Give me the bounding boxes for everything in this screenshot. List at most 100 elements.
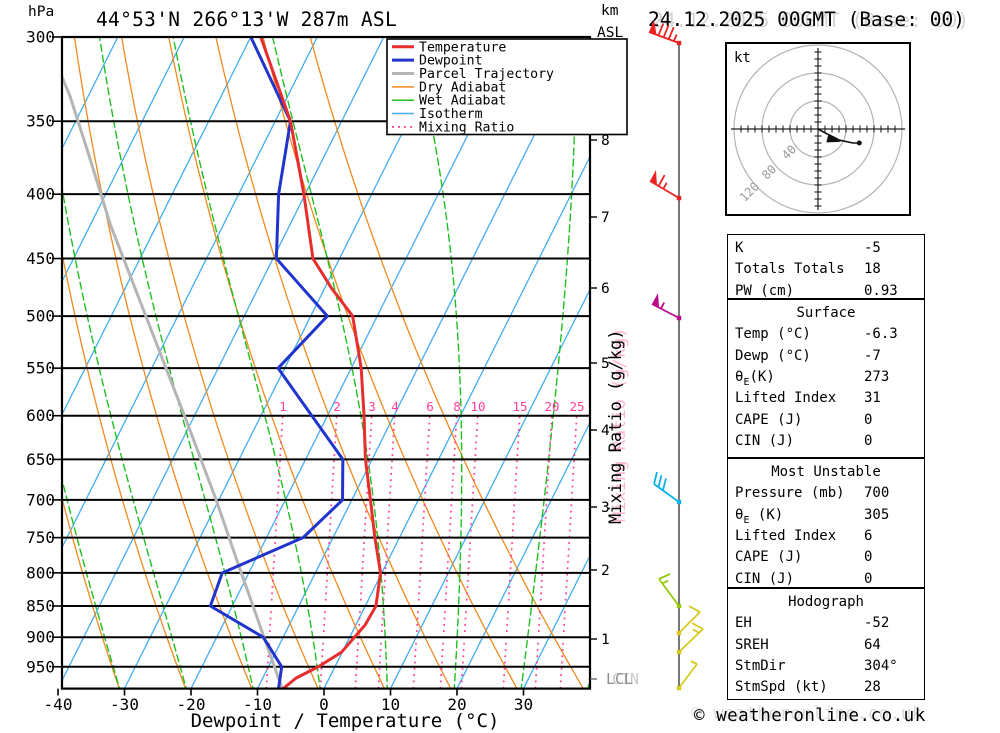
km-tick-label: 1 (601, 632, 610, 648)
dry-adiabat-line (120, 37, 319, 689)
temperature-tick-label: 10 (381, 695, 400, 714)
legend-item-label: Dry Adiabat (419, 80, 506, 95)
temperature-tick-label: -40 (44, 695, 73, 714)
pressure-tick-label: 550 (26, 359, 55, 378)
table-row-label: CIN (J) (735, 570, 795, 587)
dry-adiabat-line (168, 37, 386, 689)
mixing-ratio-line (319, 415, 338, 689)
temperature-tick-label: 0 (319, 695, 329, 714)
temperature-tick-label: 30 (514, 695, 533, 714)
table-row-label: Pressure (mb) (735, 485, 845, 502)
hodograph-trace-end-dot (856, 140, 862, 146)
dewpoint-curve (208, 37, 345, 689)
pressure-tick-label: 950 (26, 657, 55, 676)
legend-item-label: Parcel Trajectory (419, 67, 554, 82)
isotherm-line (62, 37, 185, 284)
table-row-value: -5 (864, 240, 881, 256)
pressure-tick-label: 850 (26, 596, 55, 615)
mixing-ratio-axis-label-echo: Mixing Ratio (g/kg) (610, 328, 630, 522)
table-row-value: 304° (864, 657, 898, 674)
isotherm-line (62, 37, 318, 550)
pressure-tick-label: 800 (26, 563, 55, 582)
mixing-ratio-line (377, 415, 396, 689)
wind-barb (653, 471, 682, 505)
table-row-value: 0.93 (864, 282, 898, 299)
km-tick-label: 4 (601, 423, 610, 439)
table-row-label: θE(K) (735, 368, 775, 388)
isotherm-line (389, 288, 590, 689)
mixing-ratio-axis-label: Mixing Ratio (g/kg) (606, 330, 626, 524)
table-row-label: CAPE (J) (735, 549, 803, 566)
mixing-ratio-line (502, 415, 521, 689)
mixing-ratio-line (354, 415, 373, 689)
km-tick-label: 6 (601, 281, 610, 297)
table-row-label: CAPE (J) (735, 411, 803, 428)
mixing-ratio-line (460, 415, 479, 689)
table-row-value: 18 (864, 261, 881, 278)
wind-barb (676, 605, 701, 636)
mixing-ratio-value-label: 2 (333, 399, 341, 414)
isotherm-line (62, 37, 119, 151)
isotherm-line (456, 421, 590, 689)
pressure-tick-label: 650 (26, 450, 55, 469)
mixing-ratio-line (439, 415, 458, 689)
km-tick-label: 7 (601, 210, 610, 226)
km-tick-label: 8 (601, 133, 610, 149)
pressure-tick-label: 450 (26, 249, 55, 268)
temperature-tick-label: -30 (110, 695, 139, 714)
mixing-ratio-value-label: 3 (368, 399, 376, 414)
wind-barb (648, 20, 682, 46)
table-row-value: -6.3 (864, 326, 898, 343)
table-row-value: 31 (864, 390, 881, 407)
table-row-value: 0 (864, 549, 873, 566)
x-axis-title: Dewpoint / Temperature (°C) (191, 710, 500, 732)
isotherm-line (62, 37, 385, 683)
table-row-label: Lifted Index (735, 390, 837, 407)
table-row-label: Temp (°C) (735, 326, 811, 343)
table-row-label: StmDir (735, 657, 786, 674)
legend-item-label: Dewpoint (419, 54, 483, 69)
indices-table: K -5 Totals Totals 18 PW (cm) 0.93 (727, 234, 925, 299)
table-section-header: Hodograph (788, 594, 864, 610)
mixing-ratio-value-label: 8 (453, 399, 461, 414)
table-row-label: θE (K) (735, 506, 784, 526)
cin-marker-label: CIN (612, 670, 639, 688)
table-row-label: Lifted Index (735, 527, 837, 544)
legend-item-label: Temperature (419, 40, 506, 55)
wind-barb (676, 660, 698, 691)
pressure-tick-label: 350 (26, 112, 55, 131)
temperature-tick-label: -20 (177, 695, 206, 714)
temperature-tick-label: -10 (243, 695, 272, 714)
mixing-ratio-line (534, 415, 553, 689)
dry-adiabat-line (262, 37, 518, 689)
storm-motion-arrow (826, 134, 841, 143)
parcel-trajectory-curve (62, 72, 284, 689)
table-row-value: -7 (864, 347, 881, 364)
table-row-value: 273 (864, 368, 890, 385)
table-row-value: 0 (864, 432, 873, 449)
lcl-marker-label: LCL (606, 670, 633, 688)
altitude-axis-unit-asl: ASL (597, 25, 624, 41)
mixing-ratio-value-label: 6 (426, 399, 434, 414)
legend-item-label: Wet Adiabat (419, 94, 506, 109)
pressure-tick-label: 700 (26, 490, 55, 509)
pressure-tick-label: 750 (26, 528, 55, 547)
table-row-label: PW (cm) (735, 282, 795, 299)
table-row-value: 0 (864, 570, 873, 587)
wind-barb (651, 293, 682, 321)
wet-adiabat-line (98, 37, 258, 689)
table-row-value: -52 (864, 615, 890, 632)
table-row-label: K (735, 240, 744, 256)
table-row-value: 28 (864, 679, 881, 696)
legend-box (386, 38, 628, 136)
pressure-tick-label: 400 (26, 185, 55, 204)
isotherm-line (522, 554, 590, 689)
table-section-header: Most Unstable (771, 464, 881, 480)
mixing-ratio-line (559, 415, 578, 689)
wind-barb (658, 573, 682, 609)
mixing-ratio-value-label: 15 (512, 399, 527, 414)
table-row-label: Dewp (°C) (735, 347, 811, 364)
mixing-ratio-value-label: 1 (279, 399, 287, 414)
